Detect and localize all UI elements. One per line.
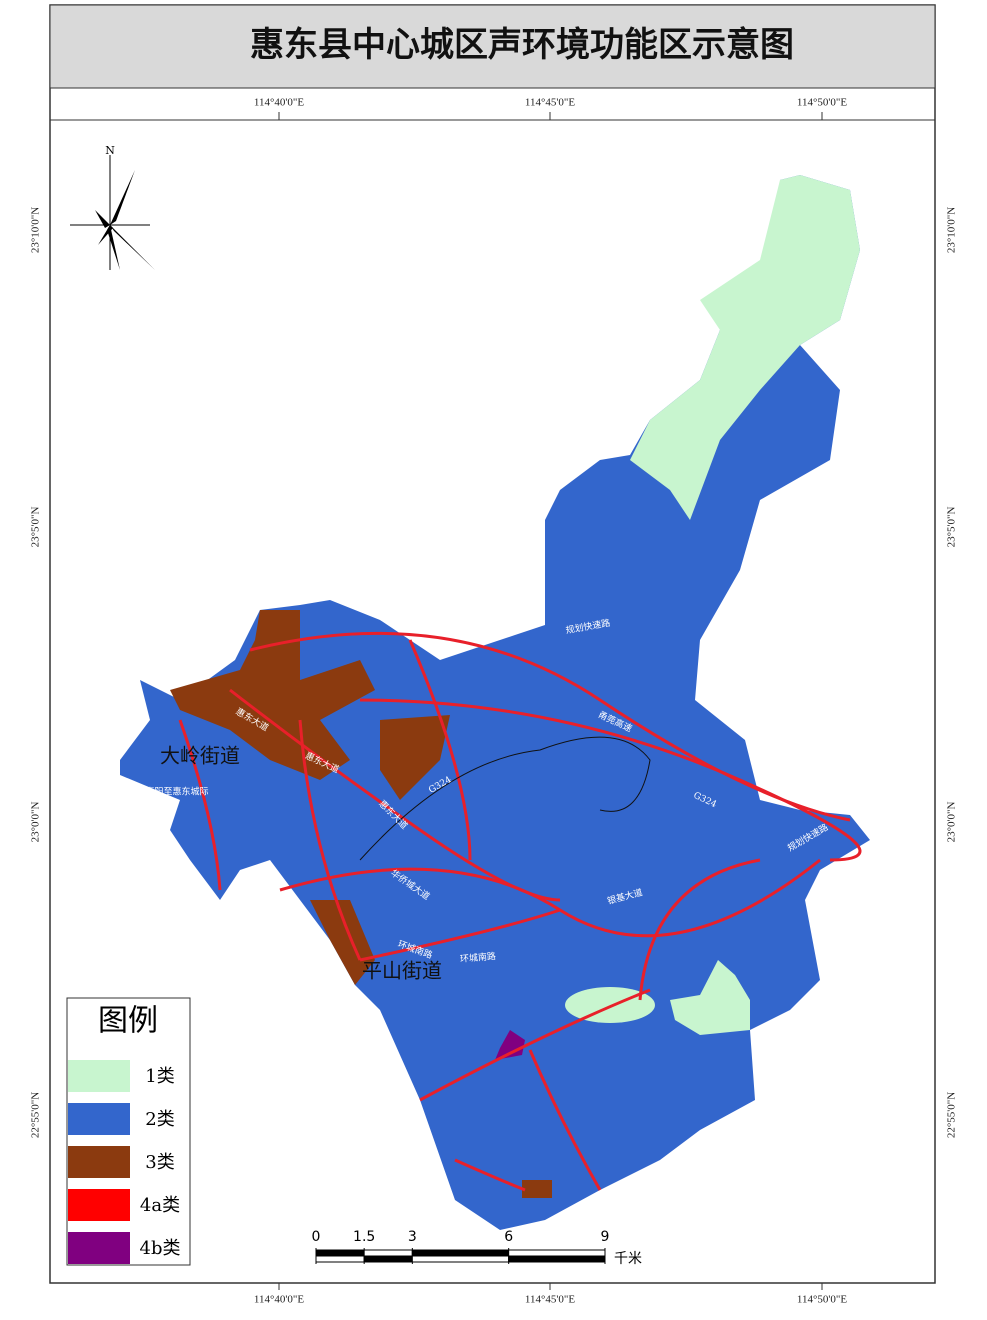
north-label: N [105, 144, 115, 157]
coord-label: 22°55'0"N [30, 1092, 42, 1138]
coord-label: 23°0'0"N [946, 802, 958, 843]
road-label: 惠阳至惠东城际 [78, 691, 141, 703]
scale-label: 6 [504, 1229, 513, 1245]
map-frame [49, 119, 936, 1284]
coord-label: 23°0'0"N [30, 802, 42, 843]
place-label: 平山街道 [362, 959, 442, 983]
coord-label: 114°50'0"E [797, 97, 847, 109]
legend-swatch [68, 1146, 130, 1178]
zone-4b [495, 1030, 525, 1060]
coord-label: 114°45'0"E [525, 97, 575, 109]
coord-label: 23°5'0"N [946, 507, 958, 548]
place-label: 大岭街道 [160, 744, 240, 768]
coord-label: 114°40'0"E [254, 1294, 304, 1306]
legend-swatch [68, 1060, 130, 1092]
legend-label: 1类 [145, 1066, 174, 1087]
road-label: 环城南路 [459, 950, 496, 965]
scale-segment [315, 1255, 365, 1263]
legend-swatch [68, 1103, 130, 1135]
coord-label: 23°10'0"N [30, 207, 42, 253]
zone-1 [630, 175, 860, 520]
coord-label: 114°50'0"E [797, 1294, 847, 1306]
zone-3 [380, 715, 450, 800]
scale-label: 3 [408, 1229, 417, 1245]
scale-unit: 千米 [614, 1251, 642, 1267]
zone-3 [522, 1180, 552, 1198]
legend-label: 4b类 [140, 1238, 181, 1259]
scale-segment [411, 1255, 510, 1263]
map-body [120, 175, 870, 1230]
title: 惠东县中心城区声环境功能区示意图 [250, 25, 794, 65]
scale-segment [363, 1255, 413, 1263]
coord-label: 23°10'0"N [946, 207, 958, 253]
scale-segment [508, 1249, 606, 1257]
legend-label: 3类 [145, 1152, 174, 1173]
scale-segment [363, 1249, 413, 1257]
north-arrow [70, 155, 155, 270]
zone-1 [670, 960, 750, 1035]
scale-label: 9 [601, 1229, 610, 1245]
title-box [49, 4, 936, 89]
coord-label: 22°55'0"N [946, 1092, 958, 1138]
legend-label: 4a类 [140, 1195, 180, 1216]
scale-segment [315, 1249, 365, 1257]
zone-3 [310, 900, 375, 985]
scale-segment [411, 1249, 510, 1257]
scale-segment [508, 1255, 606, 1263]
legend-swatch [68, 1232, 130, 1264]
road-label: 惠阳至惠东城际 [145, 786, 208, 798]
scale-label: 0 [312, 1229, 321, 1245]
scale-label: 1.5 [353, 1229, 375, 1245]
coord-label: 23°5'0"N [30, 507, 42, 548]
coord-label: 114°40'0"E [254, 97, 304, 109]
coord-label: 114°45'0"E [525, 1294, 575, 1306]
legend-label: 2类 [145, 1109, 174, 1130]
legend-swatch [68, 1189, 130, 1221]
zone-3 [170, 610, 375, 780]
boundary-line [359, 736, 651, 861]
roads [178, 631, 862, 1192]
legend-title: 图例 [98, 1004, 158, 1039]
